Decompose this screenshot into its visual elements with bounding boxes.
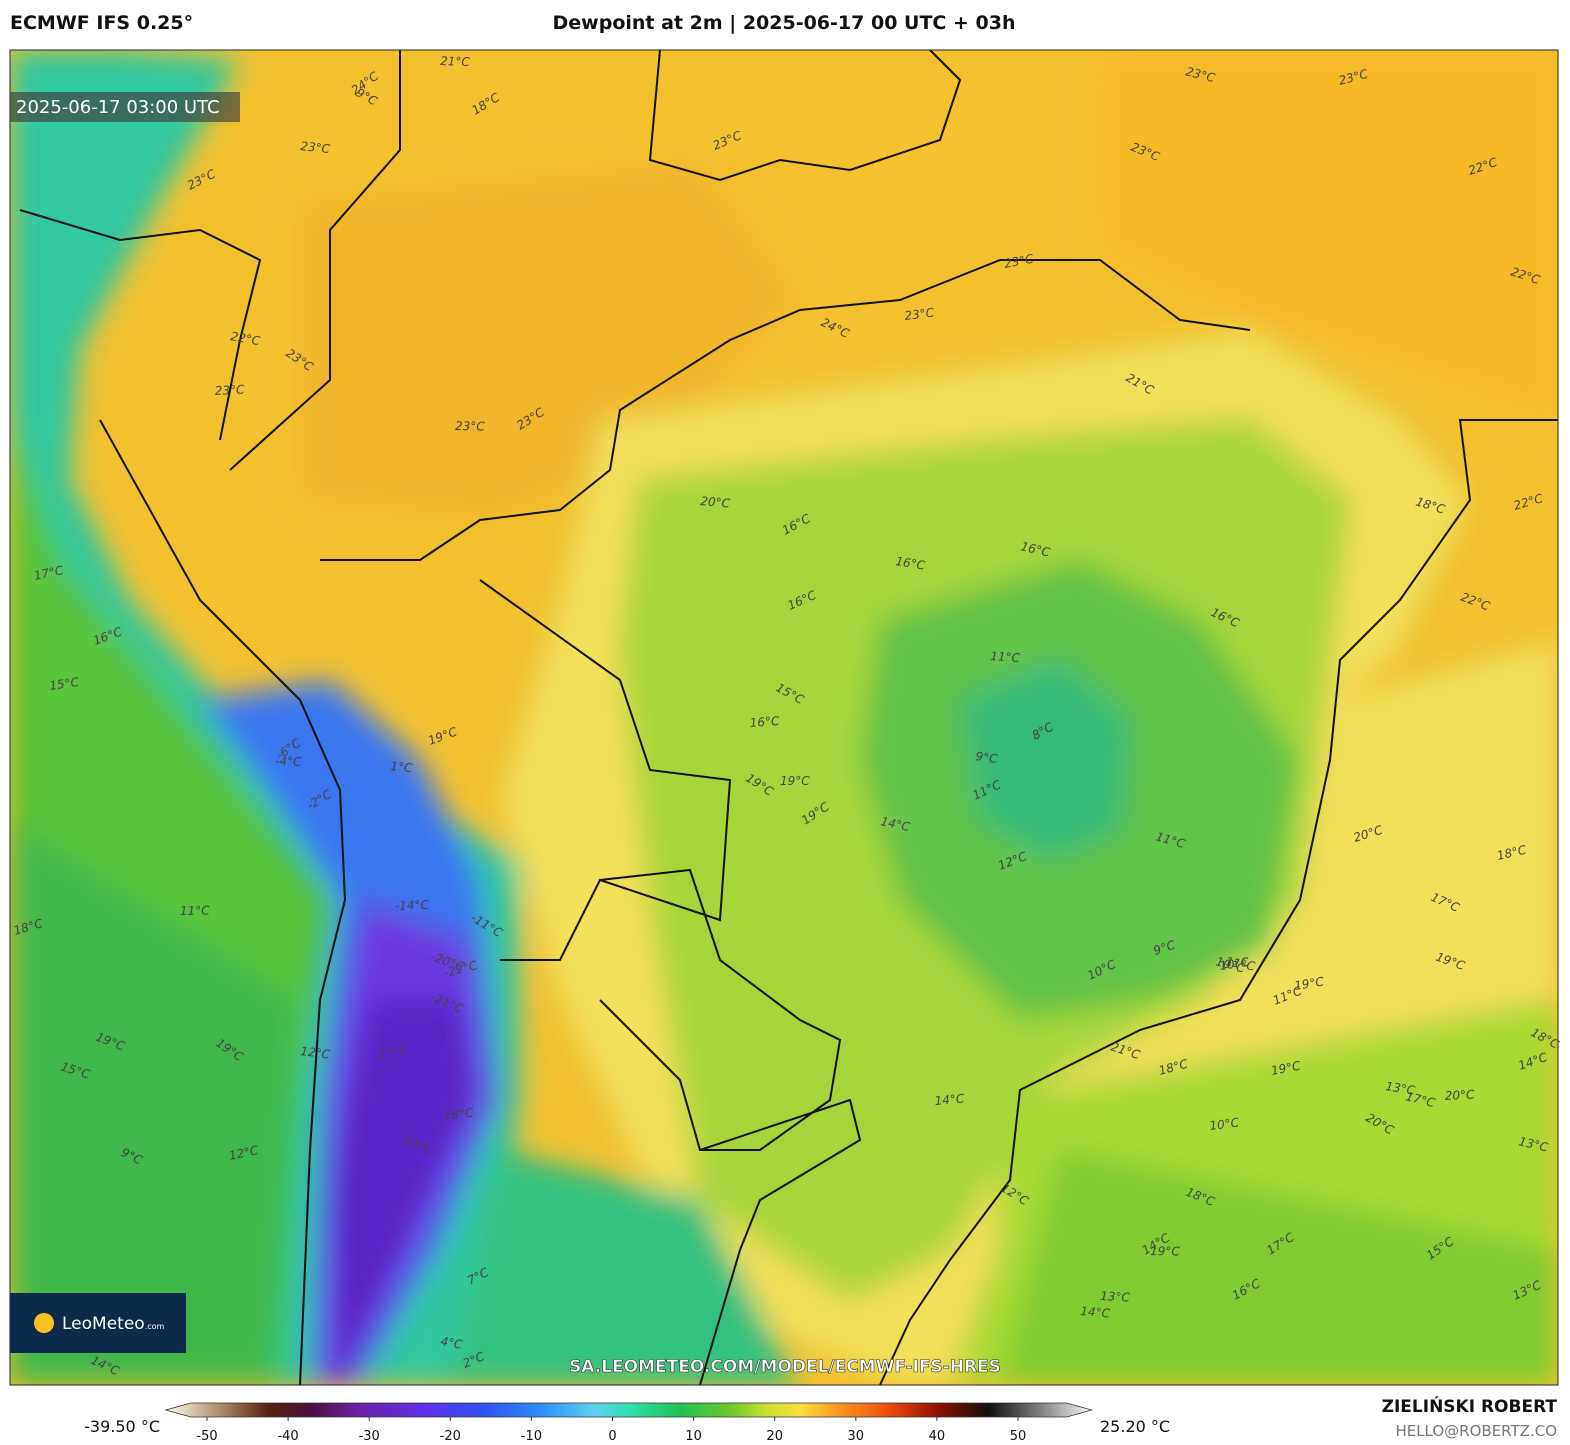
colorbar-min: -39.50 °C: [84, 1417, 160, 1436]
map-field: [10, 50, 1558, 1385]
contour-label: 19°C: [1293, 974, 1325, 993]
colorbar-tick-label: 0: [608, 1429, 616, 1444]
contour-label: 14°C: [1080, 1304, 1111, 1321]
contour-label: 20°C: [1444, 1087, 1475, 1103]
source-url: SA.LEOMETEO.COM/MODEL/ECMWF-IFS-HRES: [569, 1357, 1001, 1377]
colorbar-tick-label: 40: [929, 1429, 946, 1444]
contour-label: 15°C: [48, 675, 80, 693]
colorbar-tick-label: 10: [685, 1429, 702, 1444]
contour-label: 21°C: [440, 54, 471, 69]
email: HELLO@ROBERTZ.CO: [1395, 1422, 1557, 1440]
contour-label: 16°C: [895, 554, 927, 573]
logo-sun: [34, 1313, 54, 1333]
contour-label: 14°C: [934, 1091, 965, 1108]
contour-label: -18°C: [439, 1105, 475, 1123]
contour-label: 19°C: [1270, 1058, 1302, 1078]
contour-label: 13°C: [1517, 1134, 1550, 1154]
contour-label: 11°C: [1224, 954, 1256, 974]
contour-label: -4°C: [275, 754, 302, 769]
colorbar-tick-label: -50: [196, 1429, 217, 1444]
colorbar-tick-label: -30: [359, 1429, 380, 1444]
contour-label: 23°C: [455, 419, 486, 434]
contour-label: 17°C: [33, 563, 66, 583]
contour-label: 19°C: [780, 774, 810, 788]
timestamp-box: [10, 92, 240, 122]
contour-label: 4°C: [439, 1334, 464, 1352]
contour-label: 23°C: [1003, 251, 1035, 271]
map-frame: [9, 49, 1559, 1386]
model-name: ECMWF IFS 0.25°: [10, 12, 194, 34]
contour-label: 23°C: [300, 139, 332, 156]
colorbar: [164, 1402, 1094, 1418]
contour-label: 10°C: [1209, 1115, 1241, 1133]
contour-label: 16°C: [749, 714, 780, 730]
contour-label: 18°C: [1496, 842, 1529, 862]
contour-label: 23°C: [214, 382, 245, 398]
contour-label: 22°C: [229, 329, 261, 348]
contour-label: 11°C: [990, 649, 1021, 665]
colorbar-tick-label: -10: [521, 1429, 542, 1444]
contour-label: 9°C: [1152, 938, 1178, 958]
colorbar-tick-label: 20: [766, 1429, 783, 1444]
contour-label: 12°C: [228, 1143, 261, 1163]
contour-label: 1°C: [390, 759, 414, 775]
logo: LeoMeteo.com: [62, 1314, 165, 1334]
contour-label: 13°C: [1100, 1289, 1131, 1305]
contour-label: 11°C: [180, 903, 211, 918]
colorbar-tick-label: -40: [277, 1429, 298, 1444]
colorbar-tick-label: 30: [848, 1429, 865, 1444]
contour-label: -17°C: [373, 1043, 410, 1063]
timestamp: 2025-06-17 03:00 UTC: [16, 97, 220, 118]
contour-label: 13°C: [1385, 1079, 1417, 1098]
author: ZIELIŃSKI ROBERT: [1382, 1395, 1558, 1417]
borders: [19, 50, 1558, 1385]
contour-label: 16°C: [1019, 539, 1052, 559]
contour-label: 10°C: [1218, 955, 1250, 973]
logo-name: LeoMeteo: [62, 1314, 145, 1334]
contour-label: -14°C: [395, 898, 430, 913]
contour-label: 20°C: [700, 494, 731, 511]
contour-label: 23°C: [904, 305, 936, 323]
colorbar-tick-label: 50: [1010, 1429, 1027, 1444]
colorbar-max: 25.20 °C: [1100, 1417, 1170, 1436]
contour-label: 19°C: [1150, 1244, 1181, 1259]
contour-label: 12°C: [300, 1044, 332, 1062]
map-title: Dewpoint at 2m | 2025-06-17 00 UTC + 03h: [552, 12, 1016, 34]
colorbar-tick-label: -20: [440, 1429, 461, 1444]
logo-suffix: .com: [145, 1322, 165, 1331]
contour-label: 9°C: [975, 749, 999, 766]
contour-label: 14°C: [879, 814, 912, 834]
